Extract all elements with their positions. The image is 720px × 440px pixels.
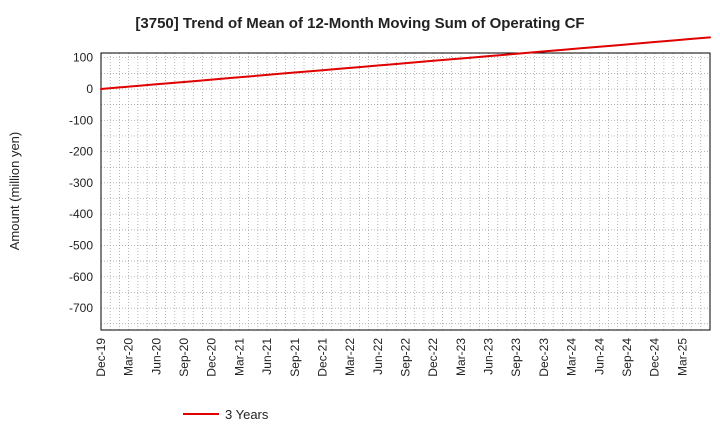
legend-label: 3 Years — [225, 407, 269, 422]
x-tick-label: Dec-22 — [426, 338, 440, 377]
x-tick-label: Jun-21 — [260, 338, 274, 375]
x-tick-label: Sep-20 — [177, 338, 191, 377]
y-tick-label: 100 — [73, 51, 93, 65]
y-tick-label: -300 — [69, 176, 93, 190]
x-tick-label: Jun-20 — [149, 338, 163, 375]
x-tick-label: Dec-24 — [648, 338, 662, 377]
x-tick-label: Dec-23 — [537, 338, 551, 377]
x-tick-label: Mar-21 — [232, 338, 246, 376]
y-tick-label: -500 — [69, 238, 93, 252]
y-tick-label: 0 — [86, 82, 93, 96]
x-tick-label: Mar-22 — [343, 338, 357, 376]
x-tick-label: Dec-19 — [94, 338, 108, 377]
x-tick-label: Sep-21 — [288, 338, 302, 377]
y-tick-label: -100 — [69, 113, 93, 127]
x-tick-label: Sep-22 — [399, 338, 413, 377]
grid — [101, 53, 710, 330]
y-tick-label: -600 — [69, 270, 93, 284]
x-tick-label: Mar-23 — [454, 338, 468, 376]
x-tick-label: Dec-20 — [205, 338, 219, 377]
y-tick-label: -400 — [69, 207, 93, 221]
y-tick-label: -700 — [69, 301, 93, 315]
legend: 3 Years — [183, 407, 269, 422]
y-axis-label: Amount (million yen) — [7, 132, 22, 251]
series-line-3-years — [100, 36, 711, 90]
x-tick-label: Mar-24 — [565, 338, 579, 376]
plot-frame — [100, 52, 711, 331]
x-tick-label: Mar-20 — [122, 338, 136, 376]
chart-title: [3750] Trend of Mean of 12-Month Moving … — [135, 15, 584, 32]
y-tick-labels: 100 0 -100 -200 -300 -400 -500 -600 -700 — [69, 51, 93, 315]
y-tick-label: -200 — [69, 145, 93, 159]
x-tick-label: Jun-23 — [482, 338, 496, 375]
x-tick-label: Jun-24 — [592, 338, 606, 375]
x-tick-label: Jun-22 — [371, 338, 385, 375]
x-tick-label: Sep-24 — [620, 338, 634, 377]
x-tick-label: Mar-25 — [675, 338, 689, 376]
series-lines — [100, 36, 711, 90]
x-tick-label: Sep-23 — [509, 338, 523, 377]
x-tick-label: Dec-21 — [315, 338, 329, 377]
x-tick-labels: Dec-19 Mar-20 Jun-20 Sep-20 Dec-20 Mar-21 Jun-… — [94, 338, 689, 377]
